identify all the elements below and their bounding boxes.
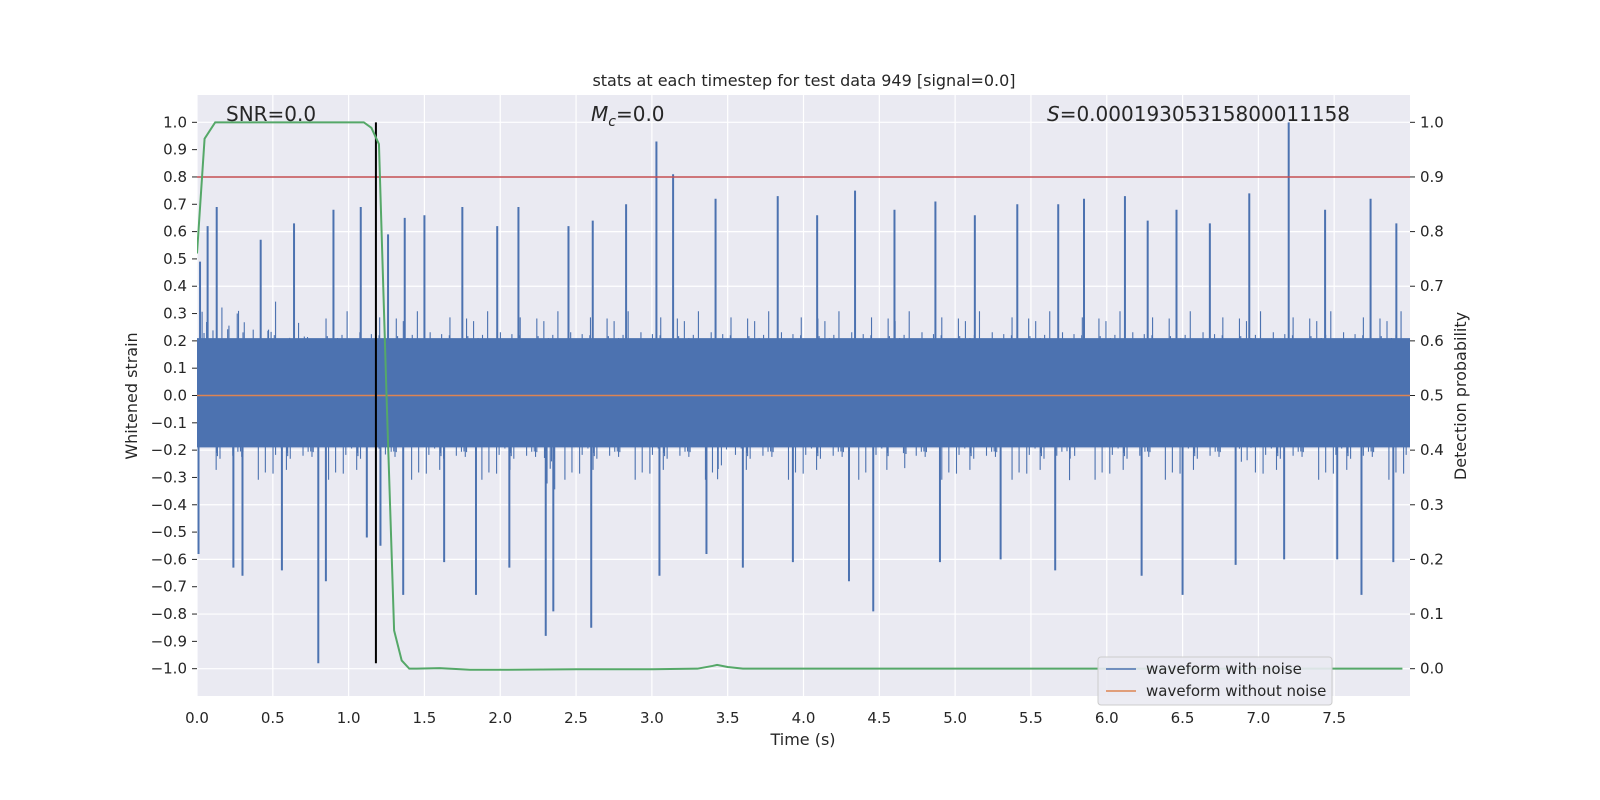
s-statistic-annotation: S=0.00019305315800011158 (1047, 102, 1350, 126)
y-left-tick-label-5: 0.5 (163, 250, 187, 268)
y-left-tick-label-19: −0.9 (151, 632, 187, 650)
snr-annotation: SNR=0.0 (226, 102, 316, 126)
legend-label-clean: waveform without noise (1146, 682, 1326, 700)
y-left-tick-label-0: 1.0 (163, 113, 187, 131)
y-right-tick-label-7: 0.3 (1420, 496, 1444, 514)
chirp-mass-subscript: c (608, 114, 616, 130)
y-left-tick-label-4: 0.6 (163, 223, 187, 241)
y-right-tick-label-5: 0.5 (1420, 387, 1444, 405)
y-axis-right-label: Detection probability (1451, 312, 1470, 480)
y-left-tick-label-12: −0.2 (151, 441, 187, 459)
y-left-tick-label-2: 0.8 (163, 168, 187, 186)
detection-probability-series (197, 121, 1403, 671)
x-tick-label-9: 4.5 (867, 709, 891, 727)
chirp-mass-value: =0.0 (616, 102, 665, 126)
x-tick-label-12: 6.0 (1095, 709, 1119, 727)
y-right-tick-label-3: 0.7 (1420, 277, 1444, 295)
y-left-tick-label-8: 0.2 (163, 332, 187, 350)
chirp-mass-symbol: M (591, 102, 608, 126)
y-right-tick-label-4: 0.6 (1420, 332, 1444, 350)
y-right-tick-label-0: 1.0 (1420, 113, 1444, 131)
y-right-tick-label-1: 0.9 (1420, 168, 1444, 186)
s-statistic-value: =0.00019305315800011158 (1060, 102, 1350, 126)
y-left-tick-label-1: 0.9 (163, 141, 187, 159)
x-tick-label-3: 1.5 (413, 709, 437, 727)
x-tick-label-14: 7.0 (1246, 709, 1270, 727)
y-left-tick-label-11: −0.1 (151, 414, 187, 432)
y-right-tick-label-2: 0.8 (1420, 223, 1444, 241)
y-axis-left-ticks: 1.0 0.9 0.8 0.7 0.6 0.5 0.4 0.3 0.2 0.1 0.0 −0.1 −0.… (151, 113, 197, 678)
y-left-tick-label-14: −0.4 (151, 496, 187, 514)
y-right-tick-label-10: 0.0 (1420, 660, 1444, 678)
x-tick-label-0: 0.0 (185, 709, 209, 727)
y-left-tick-label-3: 0.7 (163, 195, 187, 213)
x-tick-label-5: 2.5 (564, 709, 588, 727)
x-tick-label-6: 3.0 (640, 709, 664, 727)
y-left-tick-label-20: −1.0 (151, 660, 187, 678)
y-left-tick-label-17: −0.7 (151, 578, 187, 596)
chirp-mass-annotation: Mc=0.0 (591, 102, 665, 130)
y-right-tick-label-8: 0.2 (1420, 550, 1444, 568)
y-left-tick-label-16: −0.6 (151, 550, 187, 568)
x-axis-ticks: 0.0 0.5 1.0 1.5 2.0 2.5 3.0 3.5 4.0 4.5 5.0 5.5 6.0 6… (185, 709, 1346, 727)
y-left-tick-label-13: −0.3 (151, 468, 187, 486)
detection-probability-line (197, 121, 1403, 671)
x-tick-label-10: 5.0 (943, 709, 967, 727)
y-left-tick-label-18: −0.8 (151, 605, 187, 623)
x-tick-label-13: 6.5 (1171, 709, 1195, 727)
y-axis-right-ticks: 1.0 0.9 0.8 0.7 0.6 0.5 0.4 0.3 0.2 0.1 0.0 (1410, 113, 1444, 678)
y-left-tick-label-9: 0.1 (163, 359, 187, 377)
s-statistic-symbol: S (1047, 102, 1060, 126)
x-tick-label-11: 5.5 (1019, 709, 1043, 727)
legend-box (1097, 656, 1333, 706)
x-tick-label-15: 7.5 (1322, 709, 1346, 727)
x-axis-label: Time (s) (769, 730, 835, 749)
x-tick-label-7: 3.5 (716, 709, 740, 727)
x-tick-label-1: 0.5 (261, 709, 285, 727)
x-tick-label-8: 4.0 (792, 709, 816, 727)
y-axis-left-label: Whitened strain (122, 332, 141, 459)
x-tick-label-2: 1.0 (337, 709, 361, 727)
legend-label-noise: waveform with noise (1146, 660, 1302, 678)
y-right-tick-label-6: 0.4 (1420, 441, 1444, 459)
y-left-tick-label-7: 0.3 (163, 305, 187, 323)
chart-title: stats at each timestep for test data 949… (592, 71, 1015, 90)
y-right-tick-label-9: 0.1 (1420, 605, 1444, 623)
y-left-tick-label-10: 0.0 (163, 387, 187, 405)
y-left-tick-label-15: −0.5 (151, 523, 187, 541)
x-tick-label-4: 2.0 (488, 709, 512, 727)
strain-core-band (197, 338, 1410, 448)
y-left-tick-label-6: 0.4 (163, 277, 187, 295)
reference-lines (197, 122, 1410, 664)
legend: waveform with noise waveform without noi… (1097, 656, 1333, 706)
waveform-with-noise-series (197, 122, 1410, 664)
